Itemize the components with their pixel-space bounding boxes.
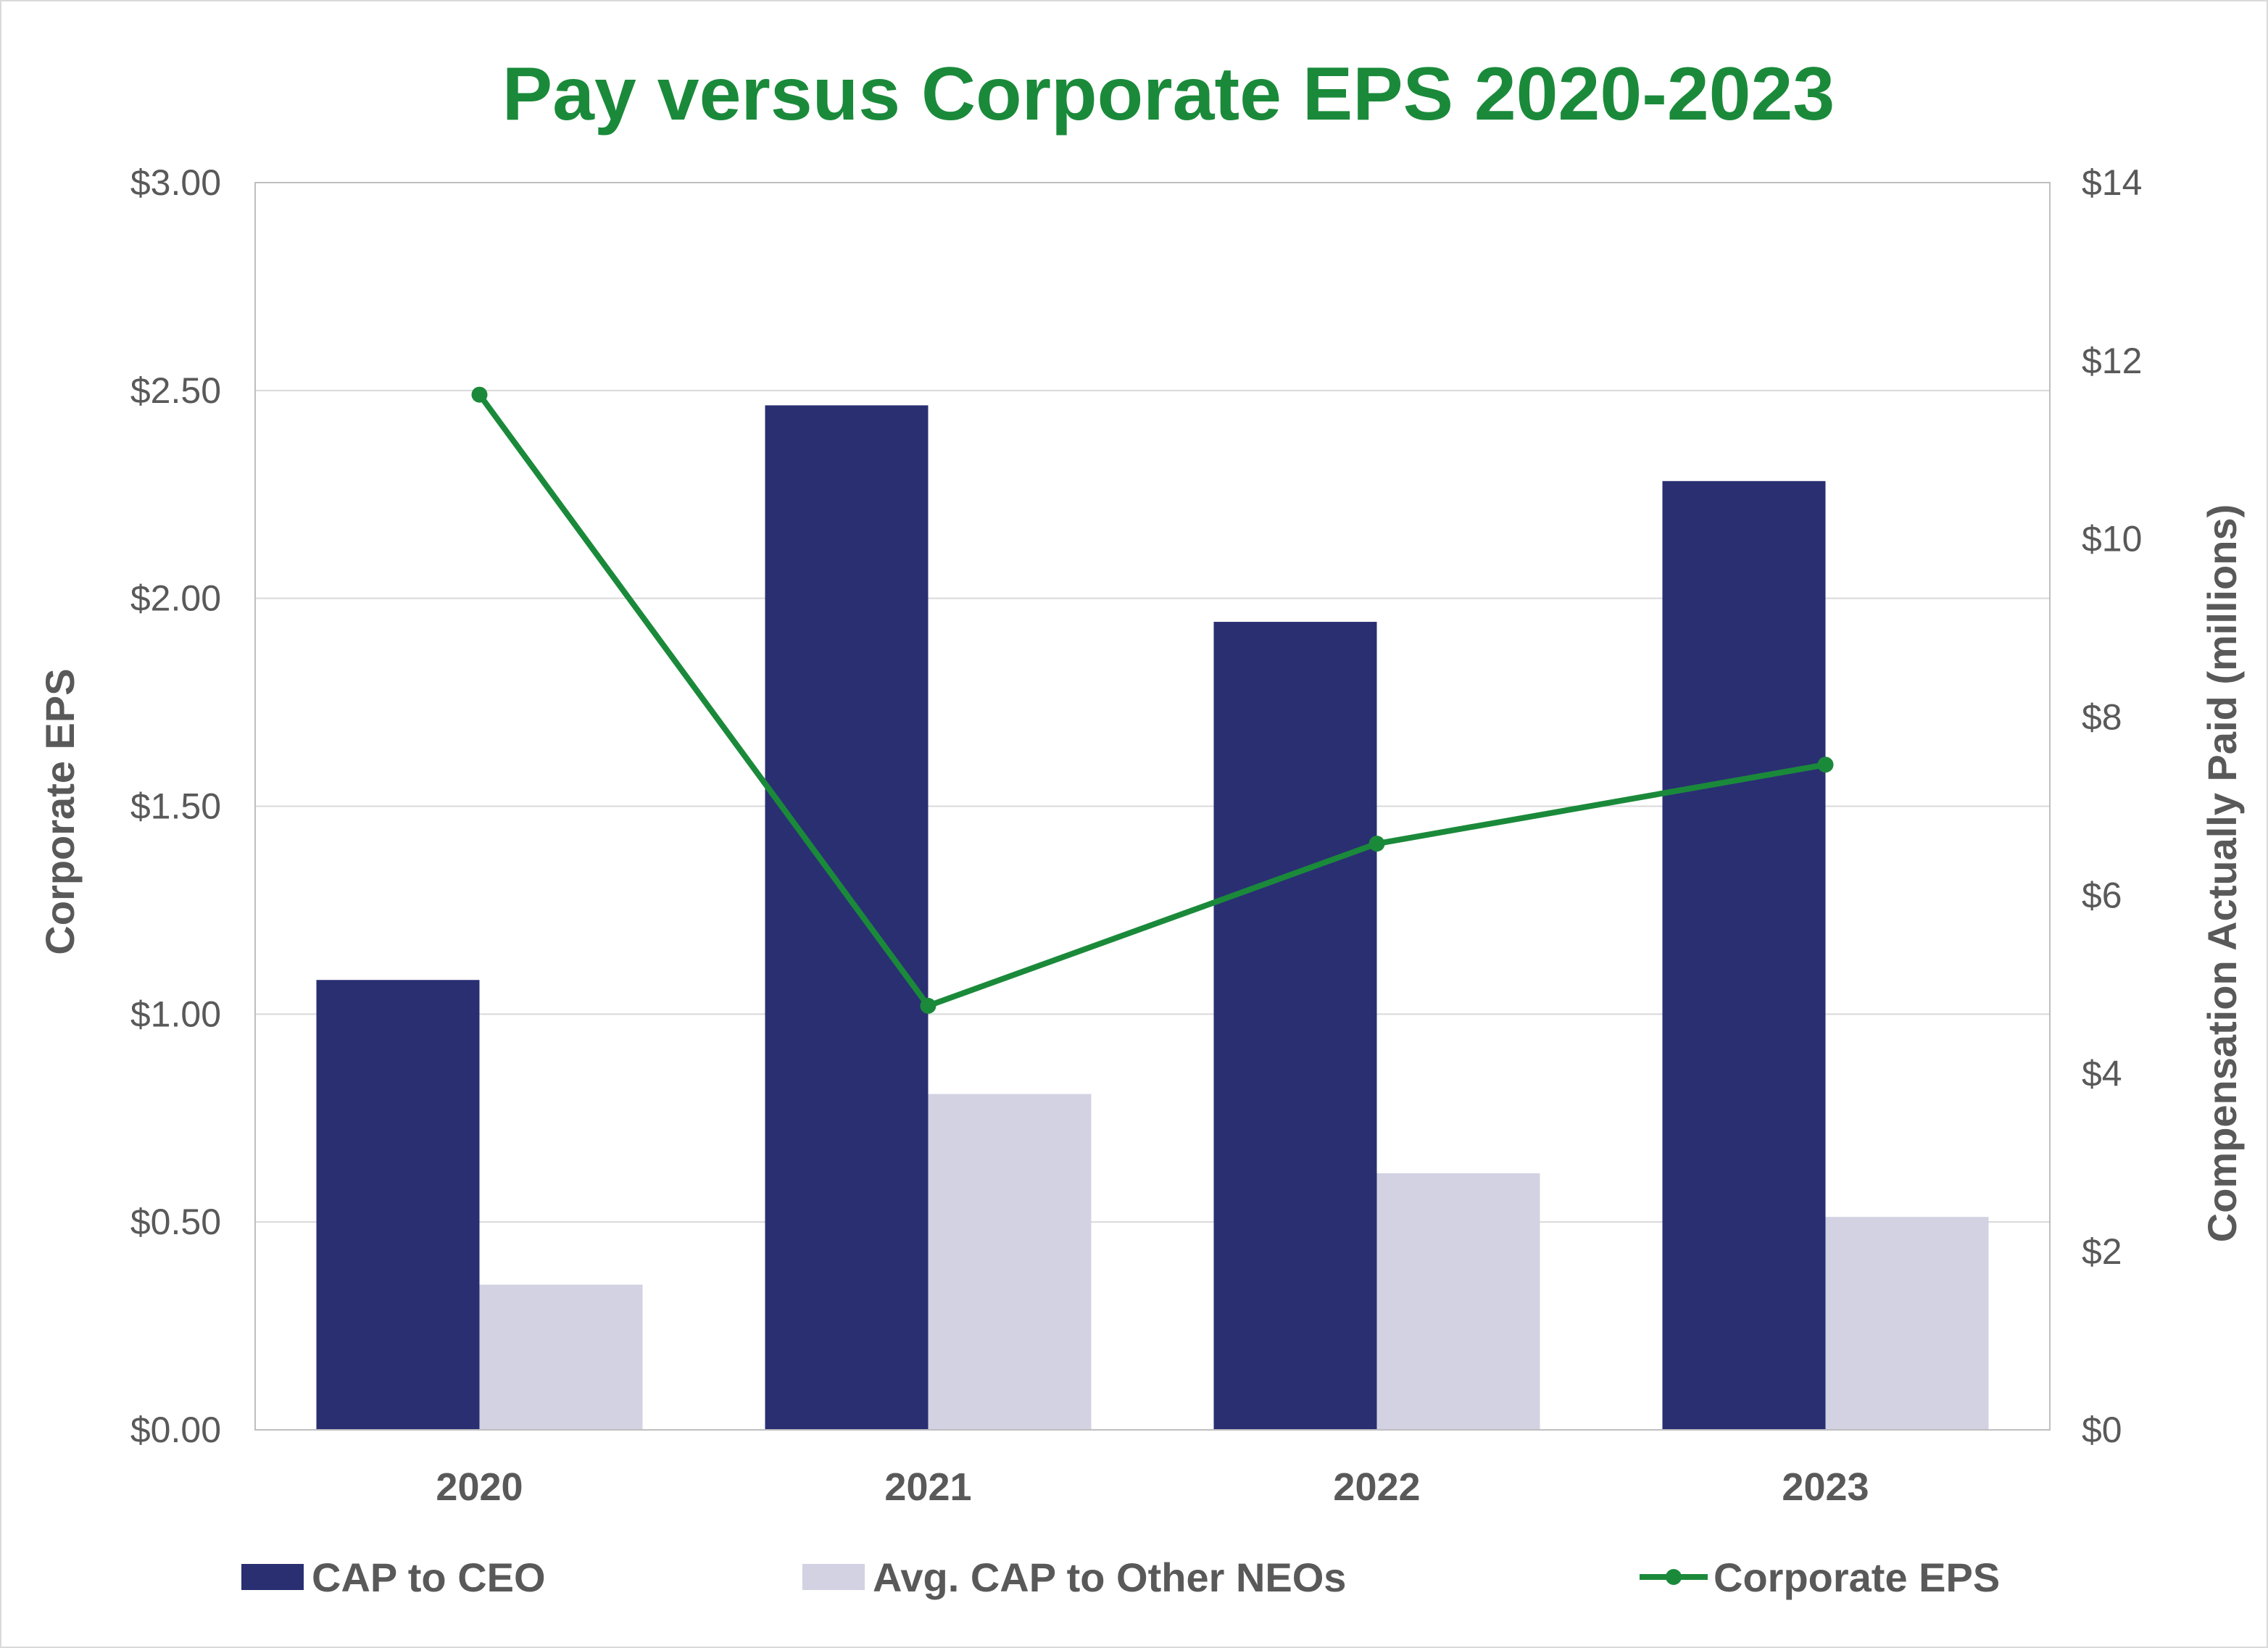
left-axis-label: Corporate EPS	[37, 668, 83, 954]
bar-cap-to-ceo-2023	[1662, 480, 1826, 1430]
legend-marker-corporate-eps	[1666, 1569, 1682, 1585]
legend-label-avg-cap: Avg. CAP to Other NEOs	[873, 1555, 1346, 1600]
right-axis-label: Compensation Actually Paid (millions)	[2199, 504, 2245, 1243]
eps-point-2022	[1368, 836, 1385, 852]
category-label: 2021	[884, 1465, 971, 1509]
chart-title: Pay versus Corporate EPS 2020-2023	[502, 52, 1835, 136]
bar-cap-to-ceo-2022	[1213, 622, 1377, 1430]
right-tick-label: $2	[2082, 1231, 2122, 1272]
right-tick-label: $14	[2082, 162, 2142, 203]
left-tick-label: $1.50	[130, 786, 221, 827]
legend: CAP to CEO Avg. CAP to Other NEOs Corporat…	[241, 1555, 2000, 1600]
right-tick-label: $4	[2082, 1053, 2122, 1094]
right-tick-label: $10	[2082, 519, 2142, 559]
left-tick-label: $3.00	[130, 162, 221, 203]
category-label: 2023	[1782, 1465, 1869, 1509]
left-axis-ticks: $0.00 $0.50 $1.00 $1.50 $2.00 $2.50 $3.00	[130, 162, 221, 1450]
category-label: 2020	[436, 1465, 523, 1509]
left-tick-label: $2.00	[130, 578, 221, 619]
bar-cap-to-ceo-2021	[765, 405, 929, 1430]
eps-series-line	[477, 393, 1827, 1009]
legend-label-cap-to-ceo: CAP to CEO	[312, 1555, 546, 1600]
left-tick-label: $2.50	[130, 370, 221, 411]
bars	[316, 405, 1989, 1430]
right-tick-label: $0	[2082, 1410, 2122, 1450]
bar-avg-cap-to-other-neos-2020	[479, 1284, 643, 1430]
legend-swatch-cap-to-ceo	[241, 1564, 304, 1590]
category-label: 2022	[1333, 1465, 1420, 1509]
bar-avg-cap-to-other-neos-2021	[928, 1094, 1092, 1430]
bar-avg-cap-to-other-neos-2022	[1376, 1173, 1540, 1430]
plot-border	[254, 182, 2051, 1431]
eps-point-2023	[1817, 757, 1834, 773]
left-tick-label: $0.50	[130, 1202, 221, 1242]
eps-point-2021	[920, 997, 936, 1014]
legend-label-corporate-eps: Corporate EPS	[1714, 1555, 2000, 1600]
left-tick-label: $1.00	[130, 994, 221, 1034]
right-tick-label: $6	[2082, 875, 2122, 915]
legend-swatch-avg-cap	[802, 1564, 865, 1590]
eps-line	[471, 386, 1834, 1014]
bar-cap-to-ceo-2020	[316, 980, 480, 1430]
eps-point-2020	[471, 386, 488, 403]
plot-area-border	[254, 182, 2051, 1431]
bar-avg-cap-to-other-neos-2023	[1825, 1217, 1989, 1430]
right-tick-label: $12	[2082, 341, 2142, 381]
category-labels: 2020 2021 2022 2023	[436, 1465, 1869, 1509]
right-axis-ticks: $0 $2 $4 $6 $8 $10 $12 $14	[2082, 162, 2142, 1450]
right-tick-label: $8	[2082, 697, 2122, 738]
left-tick-label: $0.00	[130, 1410, 221, 1450]
